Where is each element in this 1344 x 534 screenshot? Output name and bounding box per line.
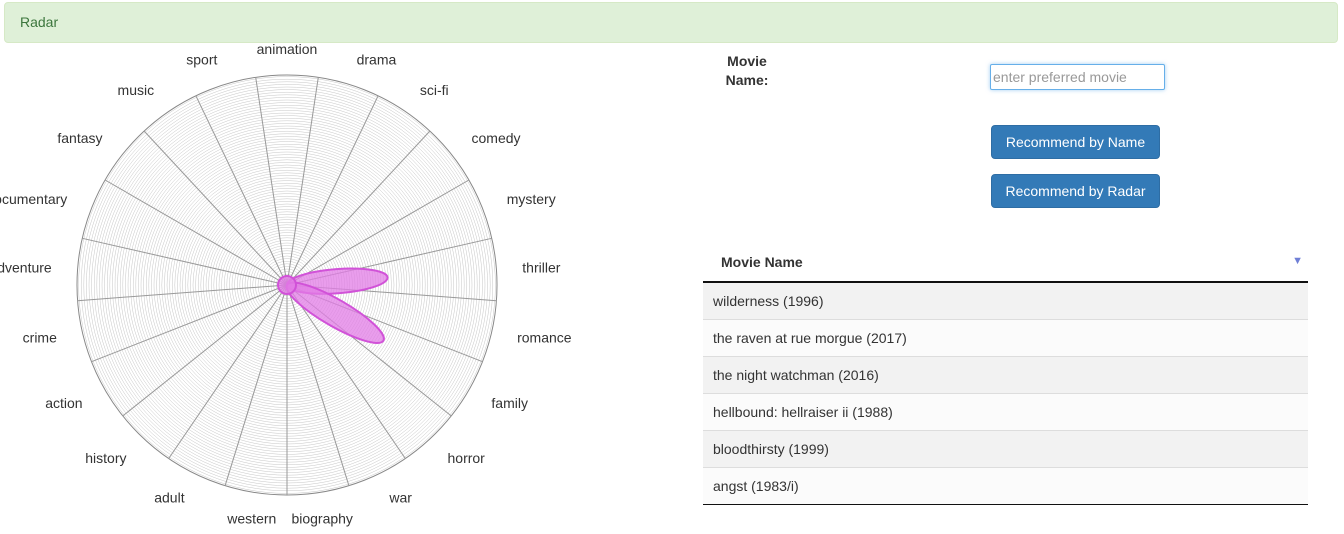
radar-spoke [195,95,288,286]
radar-label-western[interactable]: western [226,510,276,526]
radar-chart[interactable]: animation drama sci-fi comedy mystery thrille… [0,44,600,534]
radar-center-hub [277,275,297,295]
radar-label-drama[interactable]: drama [357,52,397,68]
recommend-by-radar-button[interactable]: Recommend by Radar [991,174,1160,208]
table-row[interactable]: wilderness (1996) [703,281,1308,320]
radar-spoke [286,130,431,286]
radar-spoke [82,237,288,286]
radar-label-music[interactable]: music [118,82,155,98]
radar-spoke [286,77,319,286]
column-header-movie-name[interactable]: Movie Name ▼ [703,243,1308,283]
radar-label-history[interactable]: history [85,450,126,466]
table-row[interactable]: hellbound: hellraiser ii (1988) [703,393,1308,431]
radar-spoke [224,284,288,486]
radar-label-documentary[interactable]: documentary [0,191,67,207]
radar-spoke [255,77,288,286]
table-row[interactable]: the raven at rue morgue (2017) [703,319,1308,357]
movie-title: the night watchman (2016) [703,356,1308,394]
page-title: Radar [20,14,59,30]
radar-spoke [286,179,470,286]
radar-label-fantasy[interactable]: fantasy [57,130,102,146]
movie-title: the raven at rue morgue (2017) [703,319,1308,357]
radar-spoke [286,95,379,286]
radar-label-animation[interactable]: animation [257,44,318,57]
radar-spoke [286,284,350,486]
movie-name-input[interactable] [990,64,1165,90]
column-header-label: Movie Name [721,254,803,270]
radar-label-action[interactable]: action [45,395,82,411]
results-table: Movie Name ▼ wilderness (1996) the raven… [703,243,1308,505]
radar-label-romance[interactable]: romance [517,330,572,346]
radar-spoke [104,179,288,286]
header-banner: Radar [4,2,1338,43]
radar-spoke [143,130,288,286]
radar-label-sci-fi[interactable]: sci-fi [420,82,449,98]
radar-label-crime[interactable]: crime [23,330,57,346]
movie-title: angst (1983/i) [703,467,1308,505]
movie-title: bloodthirsty (1999) [703,430,1308,468]
sort-desc-icon[interactable]: ▼ [1292,255,1303,267]
radar-label-war[interactable]: war [388,490,412,506]
movie-title: wilderness (1996) [703,281,1308,320]
table-row[interactable]: the night watchman (2016) [703,356,1308,394]
movie-title: hellbound: hellraiser ii (1988) [703,393,1308,431]
radar-label-biography[interactable]: biography [291,510,353,526]
radar-spoke [91,284,288,363]
recommend-by-name-button[interactable]: Recommend by Name [991,125,1160,159]
radar-label-family[interactable]: family [491,395,528,411]
radar-spoke [122,284,288,417]
radar-label-mystery[interactable]: mystery [507,191,556,207]
radar-label-adult[interactable]: adult [154,490,184,506]
radar-label-sport[interactable]: sport [186,52,217,68]
radar-label-horror[interactable]: horror [448,450,486,466]
radar-label-comedy[interactable]: comedy [472,130,521,146]
table-row[interactable]: bloodthirsty (1999) [703,430,1308,468]
radar-label-thriller[interactable]: thriller [522,259,560,275]
radar-spoke [286,284,406,459]
radar-label-adventure[interactable]: adventure [0,259,52,275]
radar-spoke [168,284,288,459]
movie-name-label: Movie Name: [725,53,769,88]
table-row[interactable]: angst (1983/i) [703,467,1308,505]
radar-spoke [77,284,288,302]
